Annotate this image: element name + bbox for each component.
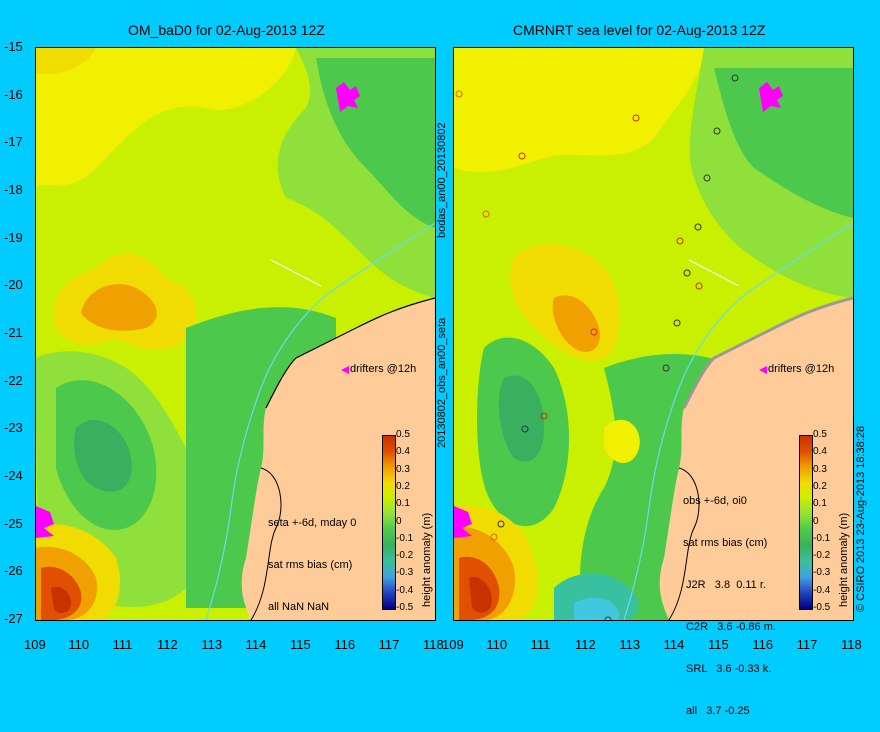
drifter-legend-marker [341,366,349,374]
colorbar-tick-label: 0.1 [813,498,827,510]
x-tick-label: 114 [245,637,267,652]
right-drifters-label: drifters @12h [768,363,835,375]
y-tick-label: -24 [4,468,23,483]
x-tick-label: 112 [575,637,596,652]
x-tick-label: 117 [378,637,400,652]
y-tick-label: -25 [4,515,23,531]
y-tick-label: -26 [4,563,23,579]
x-tick-label: 110 [486,637,508,652]
x-tick-label: 111 [530,637,551,652]
right-info-line: C2R 3.6 -0.86 m. [683,621,776,633]
side-label-upper: bodas_an00_20130802 [436,122,448,238]
colorbar-tick-label: -0.2 [813,550,831,562]
x-tick-label: 114 [663,637,685,652]
left-info-line: all NaN NaN [268,601,330,613]
colorbar-tick-label: 0.1 [396,498,410,510]
colorbar-tick-label: -0.3 [813,567,831,579]
colorbar-tick-label: -0.1 [396,532,414,544]
y-tick-label: -18 [4,182,23,197]
x-tick-label: 109 [442,637,464,652]
right-panel-title: CMRNRT sea level for 02-Aug-2013 12Z [513,22,766,38]
y-tick-label: -20 [4,277,23,293]
left-drifters-label: drifters @12h [350,363,417,375]
right-map [454,48,853,620]
colorbar-tick-label: -0.2 [396,550,414,562]
right-info-line: obs +-6d, oi0 [683,495,747,507]
colorbar-tick-label: -0.5 [813,602,831,613]
colorbar-tick-label: 0.2 [396,480,410,492]
colorbar-tick-label: 0 [396,515,402,527]
left-colorbar [382,435,396,610]
colorbar-tick-label: 0.2 [813,480,827,492]
colorbar-tick-label: -0.1 [813,532,831,544]
x-tick-label: 117 [796,637,818,652]
y-tick-label: -17 [4,134,23,150]
y-tick-label: -22 [4,372,23,388]
x-tick-label: 116 [334,637,356,652]
side-label-lower: 20130802_obs_an00_seta [436,317,448,448]
colorbar-tick-label: 0.3 [396,463,410,475]
y-tick-label: -16 [4,86,23,102]
right-colorbar [799,435,813,610]
y-tick-label: -15 [4,39,23,54]
colorbar-tick-label: -0.3 [396,567,414,579]
right-info-line: all 3.7 -0.25 [683,705,750,717]
y-tick-label: -19 [4,229,23,245]
left-map-panel [35,47,436,621]
colorbar-tick-label: 0.3 [813,463,827,475]
colorbar-tick-label: 0 [813,515,819,527]
drifter-cluster-north [336,82,360,112]
x-tick-label: 115 [290,637,311,652]
y-tick-label: -27 [4,611,23,626]
y-tick-label: -23 [4,420,23,436]
right-info-line: SRL 3.6 -0.33 k. [683,663,772,675]
colorbar-tick-label: -0.5 [396,602,414,613]
x-tick-label: 118 [423,637,444,652]
x-tick-label: 110 [68,637,90,652]
left-info-line: seta +-6d, mday 0 [268,517,357,529]
drifter-cluster-southwest [454,506,472,538]
x-tick-label: 113 [619,637,641,652]
left-panel-title: OM_baD0 for 02-Aug-2013 12Z [128,22,325,38]
right-colorbar-title: height anomaly (m) [838,512,850,607]
left-info-box: seta +-6d, mday 0 sat rms bias (cm) all … [268,488,356,628]
right-map-panel [453,47,854,621]
drifter-cluster-southwest [36,506,54,538]
drifter-legend-marker [759,366,767,374]
right-info-box: obs +-6d, oi0 sat rms bias (cm) J2R 3.8 … [683,466,776,732]
left-map [36,48,435,620]
x-tick-label: 113 [201,637,223,652]
colorbar-tick-label: -0.4 [813,584,831,596]
x-tick-label: 112 [157,637,178,652]
right-info-line: sat rms bias (cm) [683,537,768,549]
x-tick-label: 116 [752,637,774,652]
right-info-line: J2R 3.8 0.11 r. [683,579,766,591]
colorbar-tick-label: 0.4 [396,446,410,458]
colorbar-tick-label: 0.5 [813,429,827,440]
colorbar-tick-label: 0.5 [396,429,410,440]
x-tick-label: 109 [24,637,46,652]
x-tick-label: 111 [112,637,133,652]
left-info-line: sat rms bias (cm) [268,559,353,571]
y-tick-label: -21 [4,325,23,340]
x-tick-label: 118 [841,637,862,652]
colorbar-tick-label: 0.4 [813,446,827,458]
x-tick-label: 115 [708,637,729,652]
drifter-cluster-north [759,82,783,112]
copyright-label: © CSIRO 2013 23-Aug-2013 18:38:28 [855,425,867,612]
colorbar-tick-label: -0.4 [396,584,414,596]
left-colorbar-title: height anomaly (m) [421,512,433,607]
